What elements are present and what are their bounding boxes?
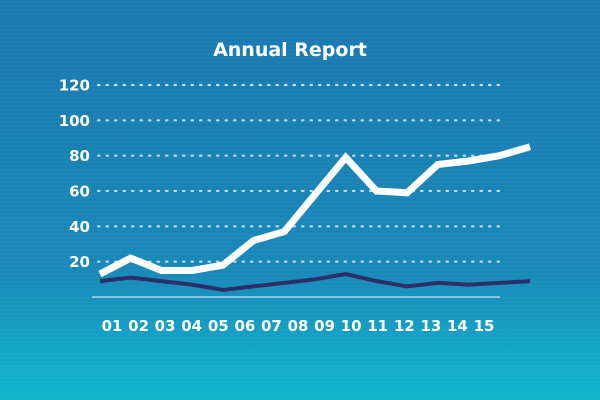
y-tick-label-20: 20 (69, 253, 90, 271)
grid-lines (96, 83, 502, 263)
y-tick-label-40: 40 (69, 218, 90, 236)
chart-title: Annual Report (213, 39, 367, 61)
series-line-1 (98, 143, 531, 278)
x-tick-label-09: 09 (314, 317, 335, 335)
y-tick-label-100: 100 (59, 112, 90, 130)
x-tick-label-13: 13 (420, 317, 441, 335)
x-tick-label-12: 12 (394, 317, 415, 335)
x-tick-label-06: 06 (234, 317, 255, 335)
y-tick-label-80: 80 (69, 147, 90, 165)
x-tick-label-05: 05 (208, 317, 229, 335)
x-tick-label-02: 02 (128, 317, 149, 335)
x-tick-label-04: 04 (181, 317, 202, 335)
y-tick-label-120: 120 (59, 77, 90, 95)
y-axis-ticks: 20 40 60 80 100 120 (59, 77, 90, 272)
x-tick-label-14: 14 (447, 317, 468, 335)
x-tick-label-01: 01 (102, 317, 123, 335)
chart-series (98, 143, 531, 292)
y-tick-label-60: 60 (69, 183, 90, 201)
x-tick-label-03: 03 (155, 317, 176, 335)
x-tick-label-15: 15 (474, 317, 495, 335)
x-tick-label-10: 10 (341, 317, 362, 335)
x-tick-label-08: 08 (288, 317, 309, 335)
x-tick-label-07: 07 (261, 317, 282, 335)
x-axis-ticks: 01 02 03 04 05 06 07 08 09 10 11 12 13 14 15 (102, 317, 495, 335)
series-line-2 (99, 271, 531, 292)
x-tick-label-11: 11 (367, 317, 388, 335)
